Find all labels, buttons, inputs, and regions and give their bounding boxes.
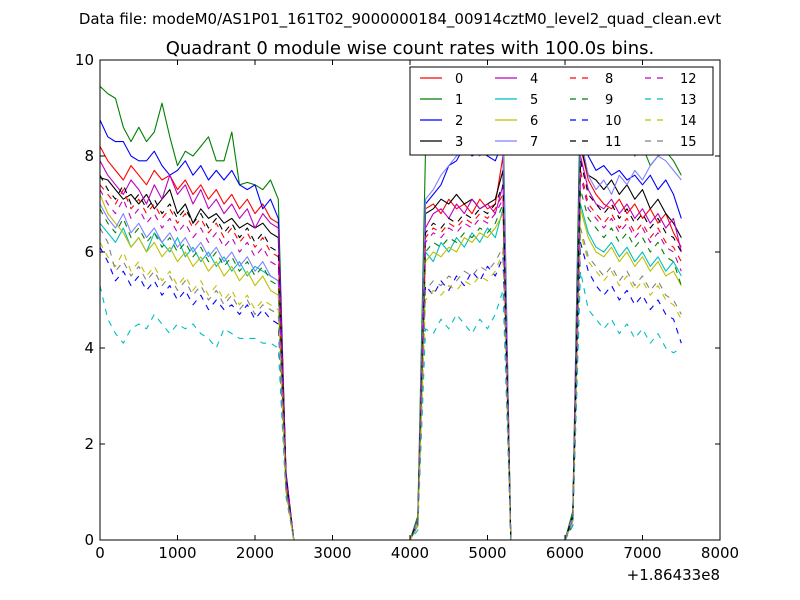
legend-label-14: 14 <box>680 114 697 129</box>
series-line-7 <box>100 131 682 540</box>
x-tick-label: 4000 <box>391 544 429 562</box>
legend-label-7: 7 <box>530 135 538 150</box>
x-tick-label: 0 <box>95 544 105 562</box>
series-line-13 <box>100 270 682 540</box>
series-line-10 <box>100 241 682 540</box>
series-line-6 <box>100 194 682 540</box>
series-line-5 <box>100 203 682 540</box>
chart-title: Quadrant 0 module wise count rates with … <box>166 38 655 59</box>
legend-label-13: 13 <box>680 93 697 108</box>
x-tick-label: 3000 <box>313 544 351 562</box>
legend-label-5: 5 <box>530 93 538 108</box>
x-tick-label: 7000 <box>623 544 661 562</box>
x-tick-label: 5000 <box>468 544 506 562</box>
series-line-0 <box>100 145 682 540</box>
legend-label-12: 12 <box>680 72 697 87</box>
x-tick-label: 6000 <box>546 544 584 562</box>
legend-label-8: 8 <box>605 72 613 87</box>
legend-box <box>409 66 714 156</box>
legend-label-3: 3 <box>455 135 463 150</box>
legend-label-11: 11 <box>605 135 622 150</box>
x-offset-label: +1.86433e8 <box>627 566 720 584</box>
legend-label-15: 15 <box>680 135 697 150</box>
x-tick-label: 8000 <box>701 544 739 562</box>
legend-label-10: 10 <box>605 114 622 129</box>
y-tick-label: 0 <box>84 531 94 549</box>
legend-label-0: 0 <box>455 72 463 87</box>
y-tick-label: 4 <box>84 339 94 357</box>
x-tick-label: 2000 <box>236 544 274 562</box>
series-line-11 <box>100 160 682 540</box>
series-line-15 <box>100 227 682 540</box>
legend-label-9: 9 <box>605 93 613 108</box>
x-tick-label: 1000 <box>158 544 196 562</box>
legend-label-1: 1 <box>455 93 463 108</box>
figure-header: Data file: modeM0/AS1P01_161T02_90000001… <box>79 10 721 29</box>
y-tick-label: 2 <box>84 435 94 453</box>
series-line-8 <box>100 169 682 540</box>
y-tick-label: 6 <box>84 243 94 261</box>
legend-label-2: 2 <box>455 114 463 129</box>
y-tick-label: 10 <box>75 51 94 69</box>
legend-label-6: 6 <box>530 114 538 129</box>
legend-label-4: 4 <box>530 72 538 87</box>
series-line-4 <box>100 155 682 540</box>
y-tick-label: 8 <box>84 147 94 165</box>
series-line-3 <box>100 145 682 540</box>
